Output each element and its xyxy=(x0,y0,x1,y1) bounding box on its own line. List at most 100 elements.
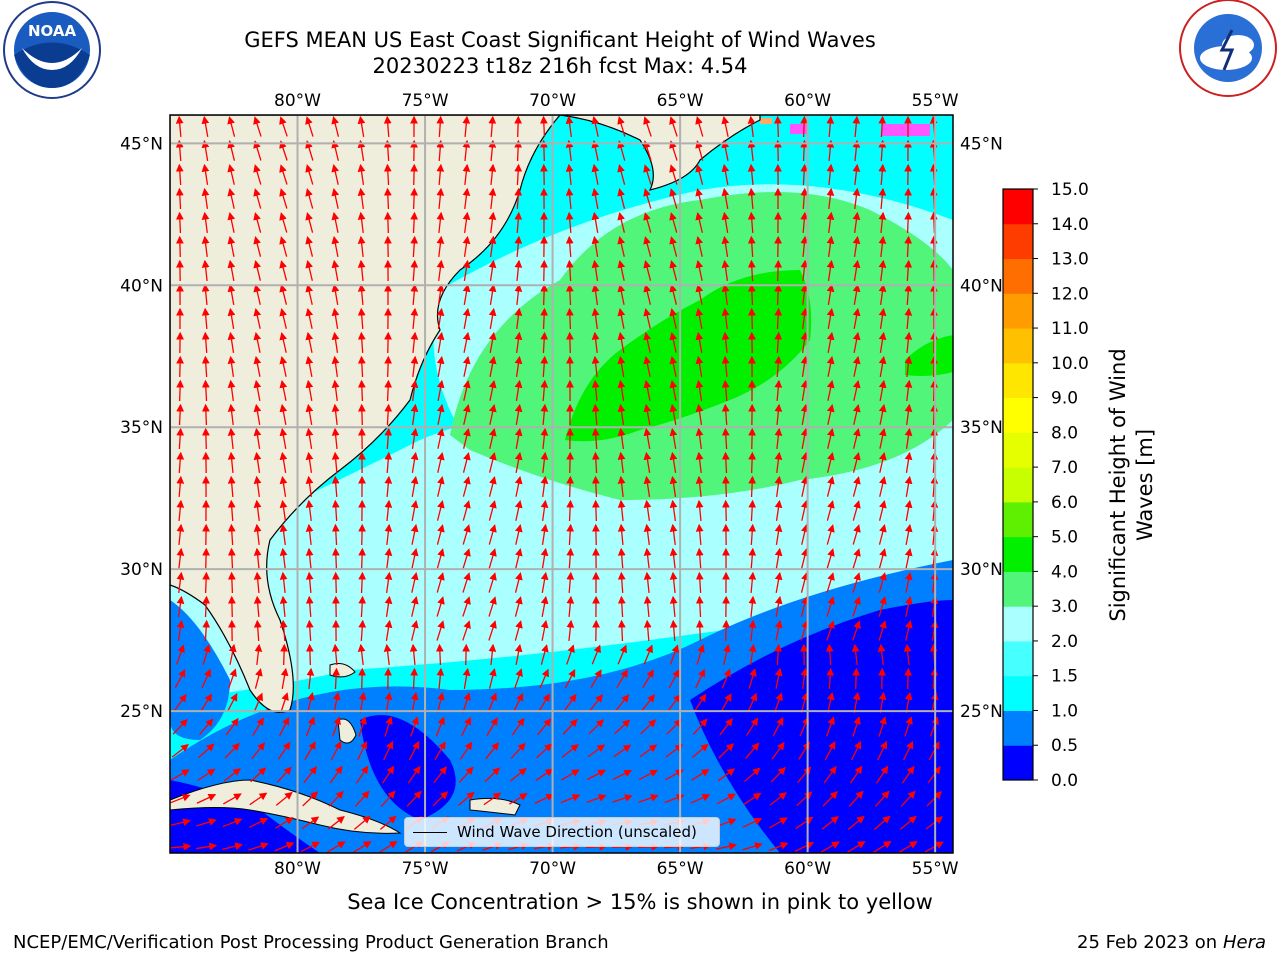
direction-arrow xyxy=(852,500,861,521)
direction-arrow xyxy=(851,740,862,761)
colorbar-tick-label: 1.5 xyxy=(1051,667,1078,687)
direction-arrow xyxy=(175,187,184,210)
direction-arrow xyxy=(302,791,319,807)
direction-arrow xyxy=(669,619,678,642)
direction-arrow xyxy=(617,595,626,618)
date-stamp: 25 Feb 2023 on Hera xyxy=(1077,932,1266,953)
direction-arrow xyxy=(305,716,315,737)
direction-arrow xyxy=(615,694,630,712)
direction-arrow xyxy=(331,475,340,498)
direction-arrow xyxy=(719,718,733,736)
direction-arrow xyxy=(774,307,783,330)
direction-arrow xyxy=(331,140,339,161)
direction-arrow xyxy=(721,307,730,330)
direction-arrow xyxy=(562,718,578,735)
direction-arrow xyxy=(774,331,783,354)
direction-arrow xyxy=(669,523,678,546)
direction-arrow xyxy=(227,235,236,257)
direction-arrow xyxy=(305,164,314,185)
direction-arrow xyxy=(329,765,343,784)
direction-arrow xyxy=(826,331,835,353)
colorbar-segment xyxy=(1003,710,1033,746)
direction-arrow xyxy=(437,476,445,497)
direction-arrow xyxy=(795,816,814,830)
direction-arrow xyxy=(249,792,268,806)
lon-label-bottom: 65°W xyxy=(657,859,704,879)
direction-arrow xyxy=(248,817,269,829)
direction-arrow xyxy=(827,427,835,449)
direction-arrow xyxy=(878,500,887,521)
direction-arrow xyxy=(462,428,471,449)
direction-arrow xyxy=(436,235,445,258)
lat-label-right: 30°N xyxy=(960,560,1003,580)
direction-arrow xyxy=(514,451,523,473)
direction-arrow xyxy=(224,742,240,759)
direction-arrow xyxy=(436,283,445,305)
direction-arrow xyxy=(436,163,445,186)
colorbar-segment xyxy=(1003,467,1033,503)
direction-arrow xyxy=(279,236,288,257)
direction-arrow xyxy=(617,235,626,257)
direction-arrow xyxy=(228,668,237,689)
direction-arrow xyxy=(927,765,941,784)
direction-arrow xyxy=(305,331,314,353)
direction-arrow xyxy=(879,475,887,497)
direction-arrow xyxy=(462,548,471,569)
direction-arrow xyxy=(669,571,678,594)
direction-arrow xyxy=(591,115,600,137)
direction-arrow xyxy=(800,355,809,377)
direction-arrow xyxy=(488,572,497,593)
direction-arrow xyxy=(331,547,340,570)
direction-arrow xyxy=(202,571,211,594)
direction-arrow xyxy=(514,235,523,258)
direction-arrow xyxy=(617,427,626,449)
direction-arrow xyxy=(436,331,445,353)
direction-arrow xyxy=(253,116,262,137)
lat-labels-left: 45°N 40°N 35°N 30°N 25°N xyxy=(120,134,163,722)
colorbar-segment xyxy=(1003,675,1033,711)
direction-arrow xyxy=(305,547,314,570)
direction-arrow xyxy=(410,475,419,497)
direction-arrow xyxy=(410,451,419,473)
direction-arrow xyxy=(433,766,447,784)
direction-arrow xyxy=(905,620,913,641)
colorbar-segment xyxy=(1003,223,1033,260)
direction-arrow xyxy=(566,451,574,474)
direction-arrow xyxy=(196,842,218,851)
direction-arrow xyxy=(826,500,835,521)
direction-arrow xyxy=(800,692,809,713)
direction-arrow xyxy=(253,331,262,353)
direction-arrow xyxy=(826,572,835,593)
direction-arrow xyxy=(432,791,449,807)
direction-arrow xyxy=(566,475,575,498)
direction-arrow xyxy=(331,523,340,546)
direction-arrow xyxy=(253,260,262,281)
colorbar-tick-label: 11.0 xyxy=(1051,319,1089,339)
direction-arrow xyxy=(305,355,314,377)
direction-arrow xyxy=(176,547,185,570)
direction-arrow xyxy=(331,427,340,450)
colorbar-segment xyxy=(1003,432,1033,468)
direction-arrow xyxy=(669,403,678,425)
direction-arrow xyxy=(250,767,267,783)
direction-arrow xyxy=(176,379,185,402)
direction-arrow xyxy=(748,499,757,522)
direction-arrow xyxy=(721,451,730,474)
direction-arrow xyxy=(800,475,809,497)
direction-arrow xyxy=(643,164,652,185)
lon-label-bottom: 55°W xyxy=(912,859,959,879)
direction-arrow xyxy=(514,596,523,617)
direction-arrow xyxy=(222,793,242,805)
colorbar-tick-label: 2.0 xyxy=(1051,632,1078,652)
direction-arrow xyxy=(638,769,659,781)
direction-arrow xyxy=(253,164,262,185)
direction-arrow xyxy=(488,235,497,257)
direction-arrow xyxy=(514,115,523,138)
direction-arrow xyxy=(540,427,549,450)
direction-arrow xyxy=(227,403,236,426)
direction-arrow xyxy=(566,571,575,594)
direction-arrow xyxy=(357,355,366,378)
direction-arrow xyxy=(852,163,861,186)
direction-arrow xyxy=(878,403,887,425)
direction-arrow xyxy=(878,379,887,401)
